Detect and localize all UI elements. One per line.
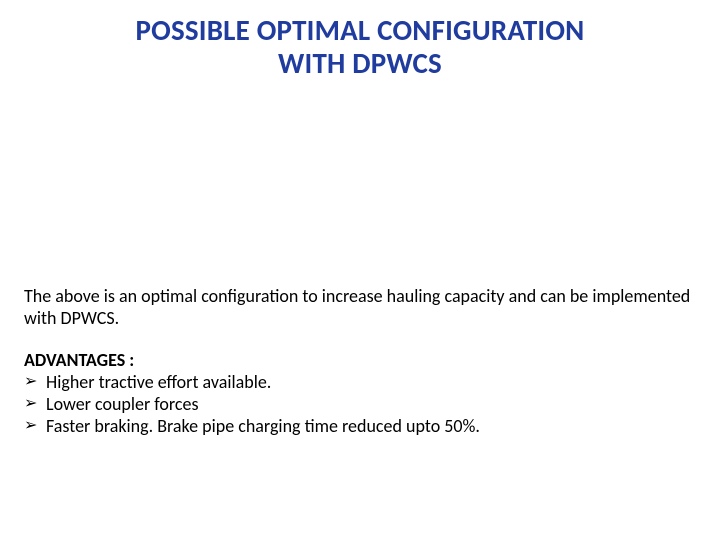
advantages-heading: ADVANTAGES : — [24, 350, 696, 372]
title-line-2: WITH DPWCS — [278, 45, 442, 81]
description-text: The above is an optimal configuration to… — [24, 286, 696, 330]
list-item: Higher tractive effort available. — [24, 372, 696, 394]
body-block: The above is an optimal configuration to… — [24, 286, 696, 438]
advantages-list: Higher tractive effort available. Lower … — [24, 372, 696, 438]
slide-title: POSSIBLE OPTIMAL CONFIGURATION WITH DPWC… — [24, 14, 696, 81]
list-item: Lower coupler forces — [24, 394, 696, 416]
title-line-1: POSSIBLE OPTIMAL CONFIGURATION — [136, 12, 585, 48]
slide-container: POSSIBLE OPTIMAL CONFIGURATION WITH DPWC… — [0, 0, 720, 540]
list-item: Faster braking. Brake pipe charging time… — [24, 416, 696, 438]
